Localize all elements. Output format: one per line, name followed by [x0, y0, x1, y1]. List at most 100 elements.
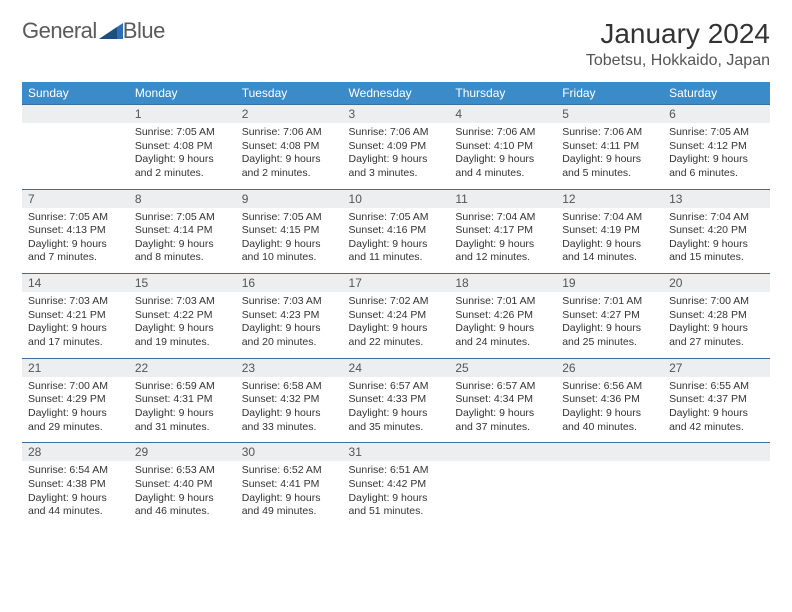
weekday-header-row: Sunday Monday Tuesday Wednesday Thursday… [22, 82, 770, 105]
logo-word1: General [22, 18, 97, 44]
day-info-cell [449, 461, 556, 527]
day-number-cell [663, 443, 770, 462]
day-number-cell: 27 [663, 358, 770, 377]
day-info-cell: Sunrise: 6:57 AMSunset: 4:33 PMDaylight:… [343, 377, 450, 443]
day-d1: Daylight: 9 hours [455, 238, 550, 252]
day-sr: Sunrise: 7:01 AM [562, 295, 657, 309]
day-number-cell: 6 [663, 105, 770, 124]
day-number-cell [556, 443, 663, 462]
location: Tobetsu, Hokkaido, Japan [586, 52, 770, 70]
day-d1: Daylight: 9 hours [455, 407, 550, 421]
day-number-cell: 10 [343, 189, 450, 208]
weekday-wed: Wednesday [343, 82, 450, 105]
title-block: January 2024 Tobetsu, Hokkaido, Japan [586, 18, 770, 70]
day-sr: Sunrise: 6:57 AM [455, 380, 550, 394]
day-info-cell: Sunrise: 6:56 AMSunset: 4:36 PMDaylight:… [556, 377, 663, 443]
day-number-cell: 13 [663, 189, 770, 208]
day-info-cell: Sunrise: 7:05 AMSunset: 4:13 PMDaylight:… [22, 208, 129, 274]
day-number-cell: 12 [556, 189, 663, 208]
day-d1: Daylight: 9 hours [242, 238, 337, 252]
day-sr: Sunrise: 7:05 AM [135, 211, 230, 225]
day-d2: and 31 minutes. [135, 421, 230, 435]
day-number-cell: 8 [129, 189, 236, 208]
day-d1: Daylight: 9 hours [562, 153, 657, 167]
day-info-cell: Sunrise: 6:52 AMSunset: 4:41 PMDaylight:… [236, 461, 343, 527]
day-number-cell: 30 [236, 443, 343, 462]
day-d2: and 49 minutes. [242, 505, 337, 519]
day-d2: and 33 minutes. [242, 421, 337, 435]
day-sr: Sunrise: 7:04 AM [562, 211, 657, 225]
day-sr: Sunrise: 6:51 AM [349, 464, 444, 478]
day-number-cell: 14 [22, 274, 129, 293]
day-sr: Sunrise: 7:04 AM [455, 211, 550, 225]
day-ss: Sunset: 4:23 PM [242, 309, 337, 323]
day-ss: Sunset: 4:33 PM [349, 393, 444, 407]
day-d2: and 14 minutes. [562, 251, 657, 265]
day-info-row: Sunrise: 7:03 AMSunset: 4:21 PMDaylight:… [22, 292, 770, 358]
month-title: January 2024 [586, 18, 770, 50]
day-number-cell: 22 [129, 358, 236, 377]
day-info-cell: Sunrise: 6:59 AMSunset: 4:31 PMDaylight:… [129, 377, 236, 443]
day-ss: Sunset: 4:16 PM [349, 224, 444, 238]
logo: General Blue [22, 18, 165, 44]
day-number-cell: 9 [236, 189, 343, 208]
day-d1: Daylight: 9 hours [135, 322, 230, 336]
day-ss: Sunset: 4:13 PM [28, 224, 123, 238]
weekday-thu: Thursday [449, 82, 556, 105]
day-d1: Daylight: 9 hours [669, 322, 764, 336]
day-d1: Daylight: 9 hours [669, 153, 764, 167]
day-info-cell: Sunrise: 6:54 AMSunset: 4:38 PMDaylight:… [22, 461, 129, 527]
day-info-cell: Sunrise: 6:53 AMSunset: 4:40 PMDaylight:… [129, 461, 236, 527]
day-info-cell: Sunrise: 7:01 AMSunset: 4:27 PMDaylight:… [556, 292, 663, 358]
day-sr: Sunrise: 7:06 AM [562, 126, 657, 140]
day-d1: Daylight: 9 hours [135, 407, 230, 421]
day-d1: Daylight: 9 hours [562, 238, 657, 252]
day-number-cell: 31 [343, 443, 450, 462]
day-d2: and 29 minutes. [28, 421, 123, 435]
day-ss: Sunset: 4:29 PM [28, 393, 123, 407]
day-d2: and 11 minutes. [349, 251, 444, 265]
day-sr: Sunrise: 7:04 AM [669, 211, 764, 225]
day-ss: Sunset: 4:20 PM [669, 224, 764, 238]
day-d2: and 20 minutes. [242, 336, 337, 350]
day-number-cell [22, 105, 129, 124]
day-info-row: Sunrise: 6:54 AMSunset: 4:38 PMDaylight:… [22, 461, 770, 527]
day-d1: Daylight: 9 hours [28, 322, 123, 336]
day-info-cell: Sunrise: 7:04 AMSunset: 4:20 PMDaylight:… [663, 208, 770, 274]
day-info-cell: Sunrise: 6:57 AMSunset: 4:34 PMDaylight:… [449, 377, 556, 443]
weekday-fri: Friday [556, 82, 663, 105]
day-sr: Sunrise: 7:03 AM [135, 295, 230, 309]
day-d1: Daylight: 9 hours [349, 153, 444, 167]
day-d2: and 2 minutes. [135, 167, 230, 181]
day-d2: and 40 minutes. [562, 421, 657, 435]
day-d2: and 24 minutes. [455, 336, 550, 350]
day-ss: Sunset: 4:08 PM [135, 140, 230, 154]
day-number-cell: 21 [22, 358, 129, 377]
day-d2: and 51 minutes. [349, 505, 444, 519]
day-sr: Sunrise: 7:02 AM [349, 295, 444, 309]
day-info-cell [22, 123, 129, 189]
day-number-cell: 1 [129, 105, 236, 124]
day-d2: and 3 minutes. [349, 167, 444, 181]
day-info-cell: Sunrise: 7:03 AMSunset: 4:21 PMDaylight:… [22, 292, 129, 358]
day-d1: Daylight: 9 hours [669, 238, 764, 252]
day-ss: Sunset: 4:38 PM [28, 478, 123, 492]
day-ss: Sunset: 4:24 PM [349, 309, 444, 323]
day-info-cell: Sunrise: 7:00 AMSunset: 4:29 PMDaylight:… [22, 377, 129, 443]
calendar-table: Sunday Monday Tuesday Wednesday Thursday… [22, 82, 770, 527]
day-info-cell: Sunrise: 7:02 AMSunset: 4:24 PMDaylight:… [343, 292, 450, 358]
day-ss: Sunset: 4:28 PM [669, 309, 764, 323]
day-sr: Sunrise: 6:56 AM [562, 380, 657, 394]
day-info-cell: Sunrise: 7:06 AMSunset: 4:11 PMDaylight:… [556, 123, 663, 189]
day-d1: Daylight: 9 hours [349, 407, 444, 421]
day-info-cell [556, 461, 663, 527]
day-d1: Daylight: 9 hours [242, 492, 337, 506]
day-number-row: 28293031 [22, 443, 770, 462]
day-number-cell: 26 [556, 358, 663, 377]
day-d1: Daylight: 9 hours [562, 322, 657, 336]
day-ss: Sunset: 4:19 PM [562, 224, 657, 238]
day-ss: Sunset: 4:11 PM [562, 140, 657, 154]
day-number-cell: 3 [343, 105, 450, 124]
day-d1: Daylight: 9 hours [28, 238, 123, 252]
weekday-sun: Sunday [22, 82, 129, 105]
